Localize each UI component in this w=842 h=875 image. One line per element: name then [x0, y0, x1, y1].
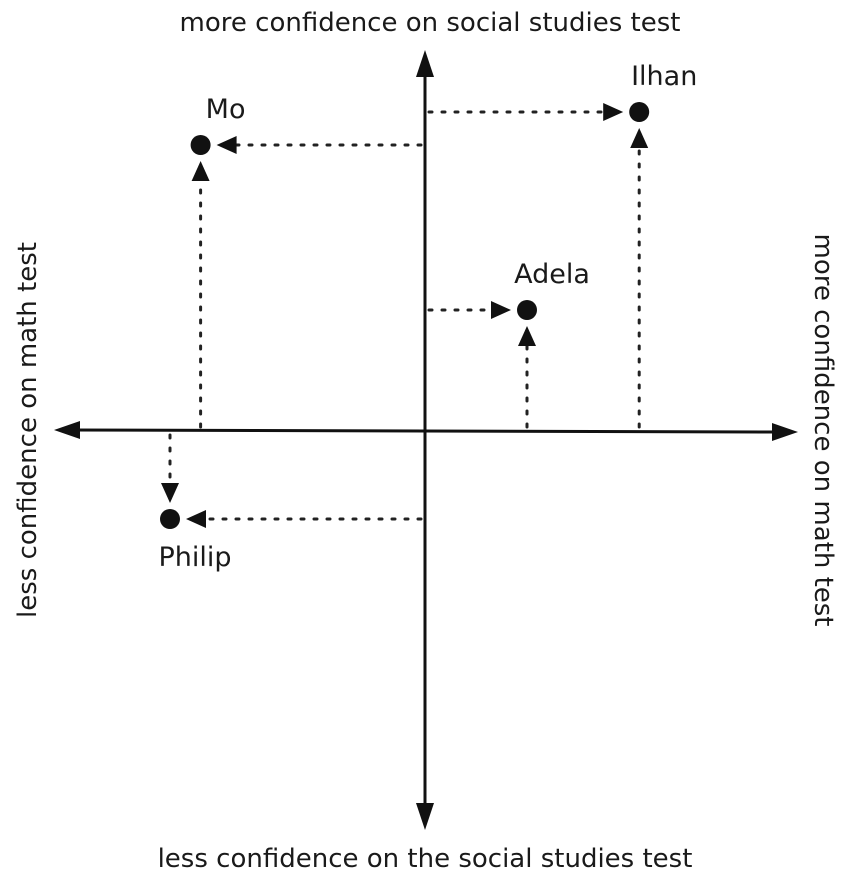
right-arrowhead-icon: [772, 423, 798, 441]
philip-vertical-arrowhead-icon: [161, 483, 179, 503]
ilhan-label: Ilhan: [631, 61, 697, 92]
adela-vertical-arrowhead-icon: [518, 326, 536, 346]
ilhan-horizontal-arrowhead-icon: [603, 103, 624, 121]
x-negative-label: less confidence on math test: [13, 242, 43, 618]
philip-point: [160, 509, 180, 529]
x-positive-label: more confidence on math test: [808, 234, 838, 627]
mo-label: Mo: [206, 94, 246, 125]
up-arrowhead-icon: [416, 50, 434, 77]
guide-arrows-layer: [161, 103, 649, 528]
y-negative-label: less confidence on the social studies te…: [158, 844, 693, 874]
down-arrowhead-icon: [416, 803, 434, 830]
philip-horizontal-arrowhead-icon: [186, 510, 206, 528]
mo-point: [190, 135, 211, 155]
adela-point: [517, 300, 537, 320]
horizontal-axis: [54, 421, 798, 441]
philip-label: Philip: [158, 542, 231, 573]
adela-horizontal-arrowhead-icon: [491, 301, 511, 319]
points-layer: Mo Ilhan Adela Philip: [158, 61, 697, 573]
vertical-axis: [416, 50, 434, 830]
ilhan-point: [629, 102, 650, 122]
mo-horizontal-arrowhead-icon: [216, 136, 237, 154]
y-positive-label: more confidence on social studies test: [180, 8, 681, 38]
left-arrowhead-icon: [54, 421, 80, 439]
mo-vertical-arrowhead-icon: [191, 161, 210, 181]
adela-label: Adela: [514, 259, 590, 290]
horizontal-axis-line: [71, 428, 783, 434]
ilhan-vertical-arrowhead-icon: [630, 128, 649, 148]
